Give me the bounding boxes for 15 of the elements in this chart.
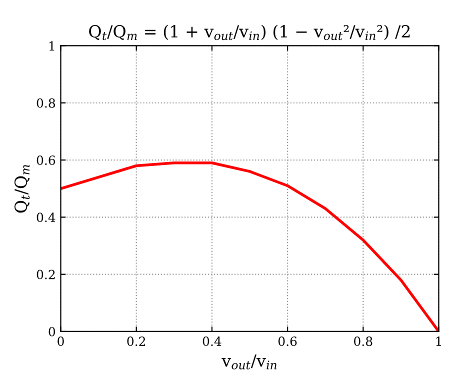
y-tick-label: 1	[49, 41, 54, 50]
y-tick-label: 0.2	[36, 270, 55, 280]
x-tick-label: 0.4	[202, 336, 222, 346]
y-tick-label: 0	[48, 326, 56, 336]
y-tick-label: 0.8	[36, 98, 56, 108]
y-tick-label: 0.4	[36, 212, 56, 222]
x-tick-label: 0.8	[354, 336, 372, 346]
x-tick-label: 0.2	[127, 336, 146, 346]
x-tick-label: 0.6	[278, 336, 297, 346]
y-axis-title: Q$_{t}$/Q$_{m}$	[14, 164, 30, 213]
x-tick-label: 0	[58, 336, 64, 346]
chart-title: Q$_{t}$/Q$_{m}$ = (1 + v$_{out}$/v$_{in}$) (1 − v$_{out}$²/v$_{in}$²) /2	[89, 24, 410, 40]
y-tick-label: 0.6	[36, 155, 56, 165]
x-axis-title: v$_{out}$/v$_{in}$	[222, 354, 277, 370]
x-tick-label: 1	[436, 336, 441, 346]
